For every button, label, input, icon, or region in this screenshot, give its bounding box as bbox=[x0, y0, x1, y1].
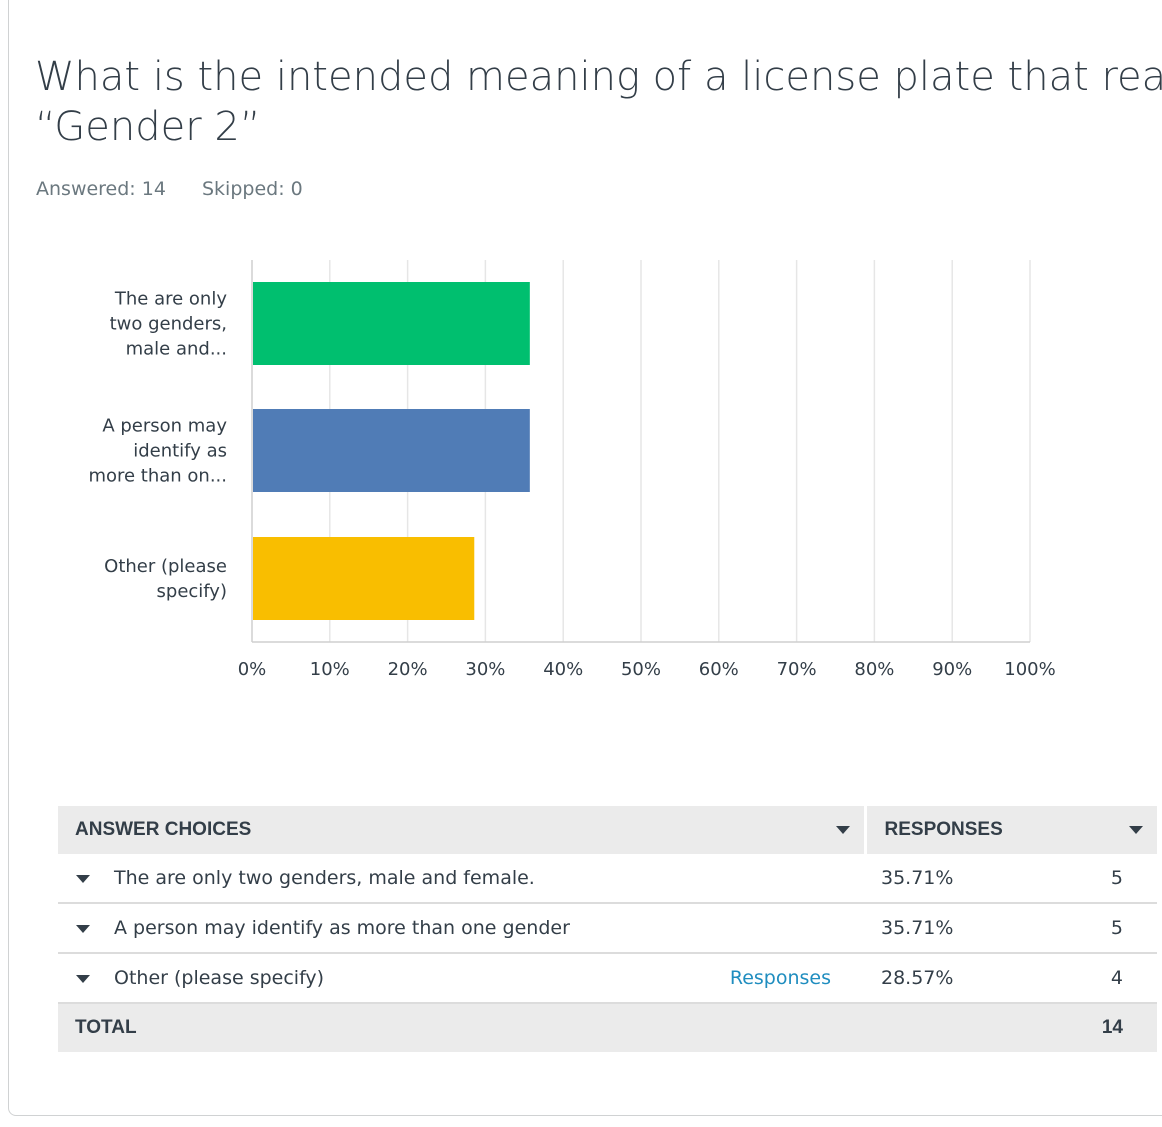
x-tick-label: 70% bbox=[777, 659, 817, 680]
total-label: TOTAL bbox=[58, 1003, 865, 1052]
sort-caret-down-icon[interactable] bbox=[835, 826, 850, 834]
x-tick-label: 90% bbox=[932, 659, 972, 680]
answered-count: Answered: 14 bbox=[36, 178, 166, 200]
x-tick-label: 30% bbox=[465, 659, 505, 680]
question-title-line-2: “Gender 2” bbox=[35, 104, 261, 150]
bar bbox=[253, 537, 475, 620]
response-percent: 35.71% bbox=[865, 854, 1063, 904]
responses-header[interactable]: RESPONSES bbox=[863, 806, 1157, 854]
skipped-count: Skipped: 0 bbox=[201, 178, 303, 200]
answer-choice-cell: A person may identify as more than one g… bbox=[58, 903, 865, 954]
response-count: 4 bbox=[1063, 953, 1157, 1004]
question-title: What is the intended meaning of a licens… bbox=[35, 52, 1162, 152]
x-tick-label: 60% bbox=[699, 659, 739, 680]
answer-choices-header-label: ANSWER CHOICES bbox=[75, 819, 252, 840]
category-label: identify as bbox=[133, 441, 227, 462]
response-percent: 28.57% bbox=[865, 953, 1063, 1004]
answer-choices-header[interactable]: ANSWER CHOICES bbox=[58, 806, 865, 854]
sort-caret-down-icon[interactable] bbox=[1129, 826, 1143, 834]
x-tick-label: 10% bbox=[310, 659, 350, 680]
category-label: male and... bbox=[126, 339, 227, 360]
x-tick-label: 50% bbox=[621, 659, 661, 680]
response-count: 5 bbox=[1063, 854, 1157, 904]
x-tick-label: 20% bbox=[388, 659, 428, 680]
answer-choice-cell: Other (please specify) Responses bbox=[58, 953, 865, 1004]
expand-caret-down-icon[interactable] bbox=[76, 874, 90, 883]
responses-header-label: RESPONSES bbox=[884, 819, 1003, 840]
category-label: Other (please bbox=[104, 556, 227, 577]
view-responses-link[interactable]: Responses bbox=[729, 967, 831, 989]
category-label: A person may bbox=[102, 416, 227, 437]
category-label: specify) bbox=[157, 581, 227, 602]
x-tick-label: 0% bbox=[238, 659, 267, 680]
expand-caret-down-icon[interactable] bbox=[76, 924, 90, 933]
table-row: Other (please specify) Responses 28.57% 4 bbox=[58, 953, 1157, 1004]
category-label: The are only bbox=[114, 289, 227, 310]
answer-choice-text: Other (please specify) bbox=[114, 967, 325, 989]
response-stats: Answered: 14 Skipped: 0 bbox=[36, 178, 333, 200]
response-count: 5 bbox=[1063, 903, 1157, 954]
table-row: A person may identify as more than one g… bbox=[58, 903, 1157, 954]
x-tick-label: 100% bbox=[1004, 659, 1055, 680]
bar bbox=[253, 282, 530, 365]
category-label: more than on... bbox=[88, 466, 227, 487]
expand-caret-down-icon[interactable] bbox=[76, 974, 90, 983]
question-title-line-1: What is the intended meaning of a licens… bbox=[35, 54, 1162, 100]
answer-choice-text: A person may identify as more than one g… bbox=[114, 917, 570, 939]
x-tick-label: 80% bbox=[854, 659, 894, 680]
answer-choice-text: The are only two genders, male and femal… bbox=[114, 867, 535, 889]
answer-choice-cell: The are only two genders, male and femal… bbox=[58, 854, 865, 904]
bar-chart: 0% 10% 20% 30% 40% 50% 60% 70% 80% 90% 100% The are… bbox=[88, 260, 1056, 680]
total-count: 14 bbox=[1063, 1003, 1157, 1052]
answer-table: ANSWER CHOICES RESPONSES The are only tw… bbox=[58, 806, 1157, 1052]
bar bbox=[253, 409, 530, 492]
table-row: The are only two genders, male and femal… bbox=[58, 854, 1157, 904]
x-tick-label: 40% bbox=[543, 659, 583, 680]
response-percent: 35.71% bbox=[865, 903, 1063, 954]
category-label: two genders, bbox=[110, 314, 227, 335]
